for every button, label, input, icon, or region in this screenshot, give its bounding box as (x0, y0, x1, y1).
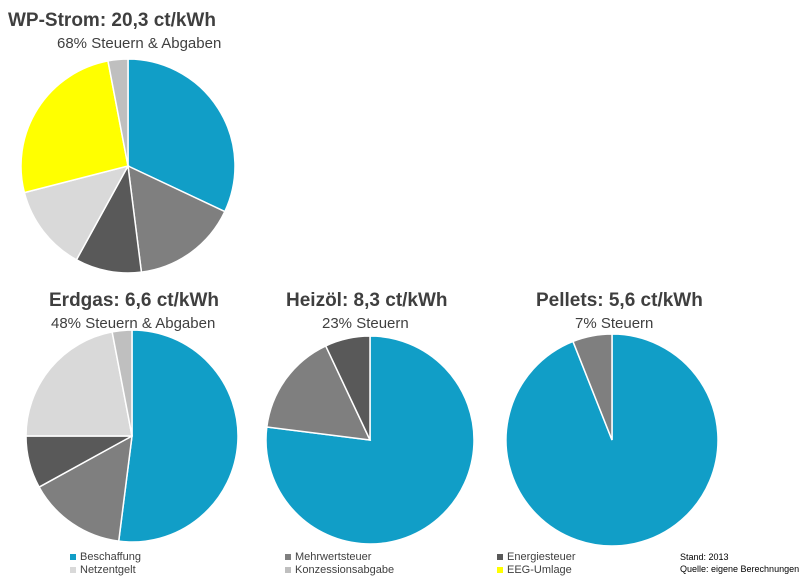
source-text: Quelle: eigene Berechnungen (680, 564, 800, 574)
pie-slice-mehrwertsteuer (572, 333, 613, 441)
legend-item: Netzentgelt (70, 564, 136, 576)
legend-label: Netzentgelt (80, 564, 136, 576)
legend-item: EEG-Umlage (497, 564, 572, 576)
legend-label: Energiesteuer (507, 551, 576, 563)
legend-item: Konzessionsabgabe (285, 564, 394, 576)
legend-item: Beschaffung (70, 551, 141, 563)
pie-slice-beschaffung (117, 329, 239, 543)
legend-swatch (497, 554, 503, 560)
legend-swatch (285, 554, 291, 560)
pie-slice-netzentgelt (25, 331, 133, 437)
chart-subtitle: 7% Steuern (575, 315, 654, 332)
pie-slice-eeg-umlage (20, 60, 129, 194)
legend-item: Mehrwertsteuer (285, 551, 371, 563)
pie-slice-mehrwertsteuer (38, 434, 133, 543)
chart-subtitle: 68% Steuern & Abgaben (57, 35, 222, 52)
pie-slice-konzessionsabgabe (107, 58, 129, 167)
pie-slice-beschaffung (127, 58, 236, 213)
legend-swatch (70, 567, 76, 573)
chart-subtitle: 48% Steuern & Abgaben (51, 315, 216, 332)
pie-slice-energiesteuer (324, 335, 371, 441)
legend-label: Beschaffung (80, 551, 141, 563)
legend-item: Energiesteuer (497, 551, 576, 563)
legend-swatch (70, 554, 76, 560)
pie-slice-konzessionsabgabe (111, 329, 133, 437)
pie-slice-netzentgelt (23, 164, 130, 261)
pie-slice-mehrwertsteuer (127, 164, 226, 273)
chart-title: Erdgas: 6,6 ct/kWh (49, 290, 219, 311)
pie-slice-mehrwertsteuer (265, 344, 372, 441)
chart-subtitle: 23% Steuern (322, 315, 409, 332)
legend-swatch (285, 567, 291, 573)
chart-title: Heizöl: 8,3 ct/kWh (286, 290, 448, 311)
legend-swatch (497, 567, 503, 573)
legend-label: Mehrwertsteuer (295, 551, 372, 563)
source-note: Stand: 2013 Quelle: eigene Berechnungen (680, 551, 799, 575)
chart-title: WP-Strom: 20,3 ct/kWh (8, 10, 216, 31)
legend-label: Konzessionsabgabe (295, 564, 395, 576)
chart-title: Pellets: 5,6 ct/kWh (536, 290, 703, 311)
legend-label: EEG-Umlage (507, 564, 572, 576)
source-date: Stand: 2013 (680, 552, 729, 562)
